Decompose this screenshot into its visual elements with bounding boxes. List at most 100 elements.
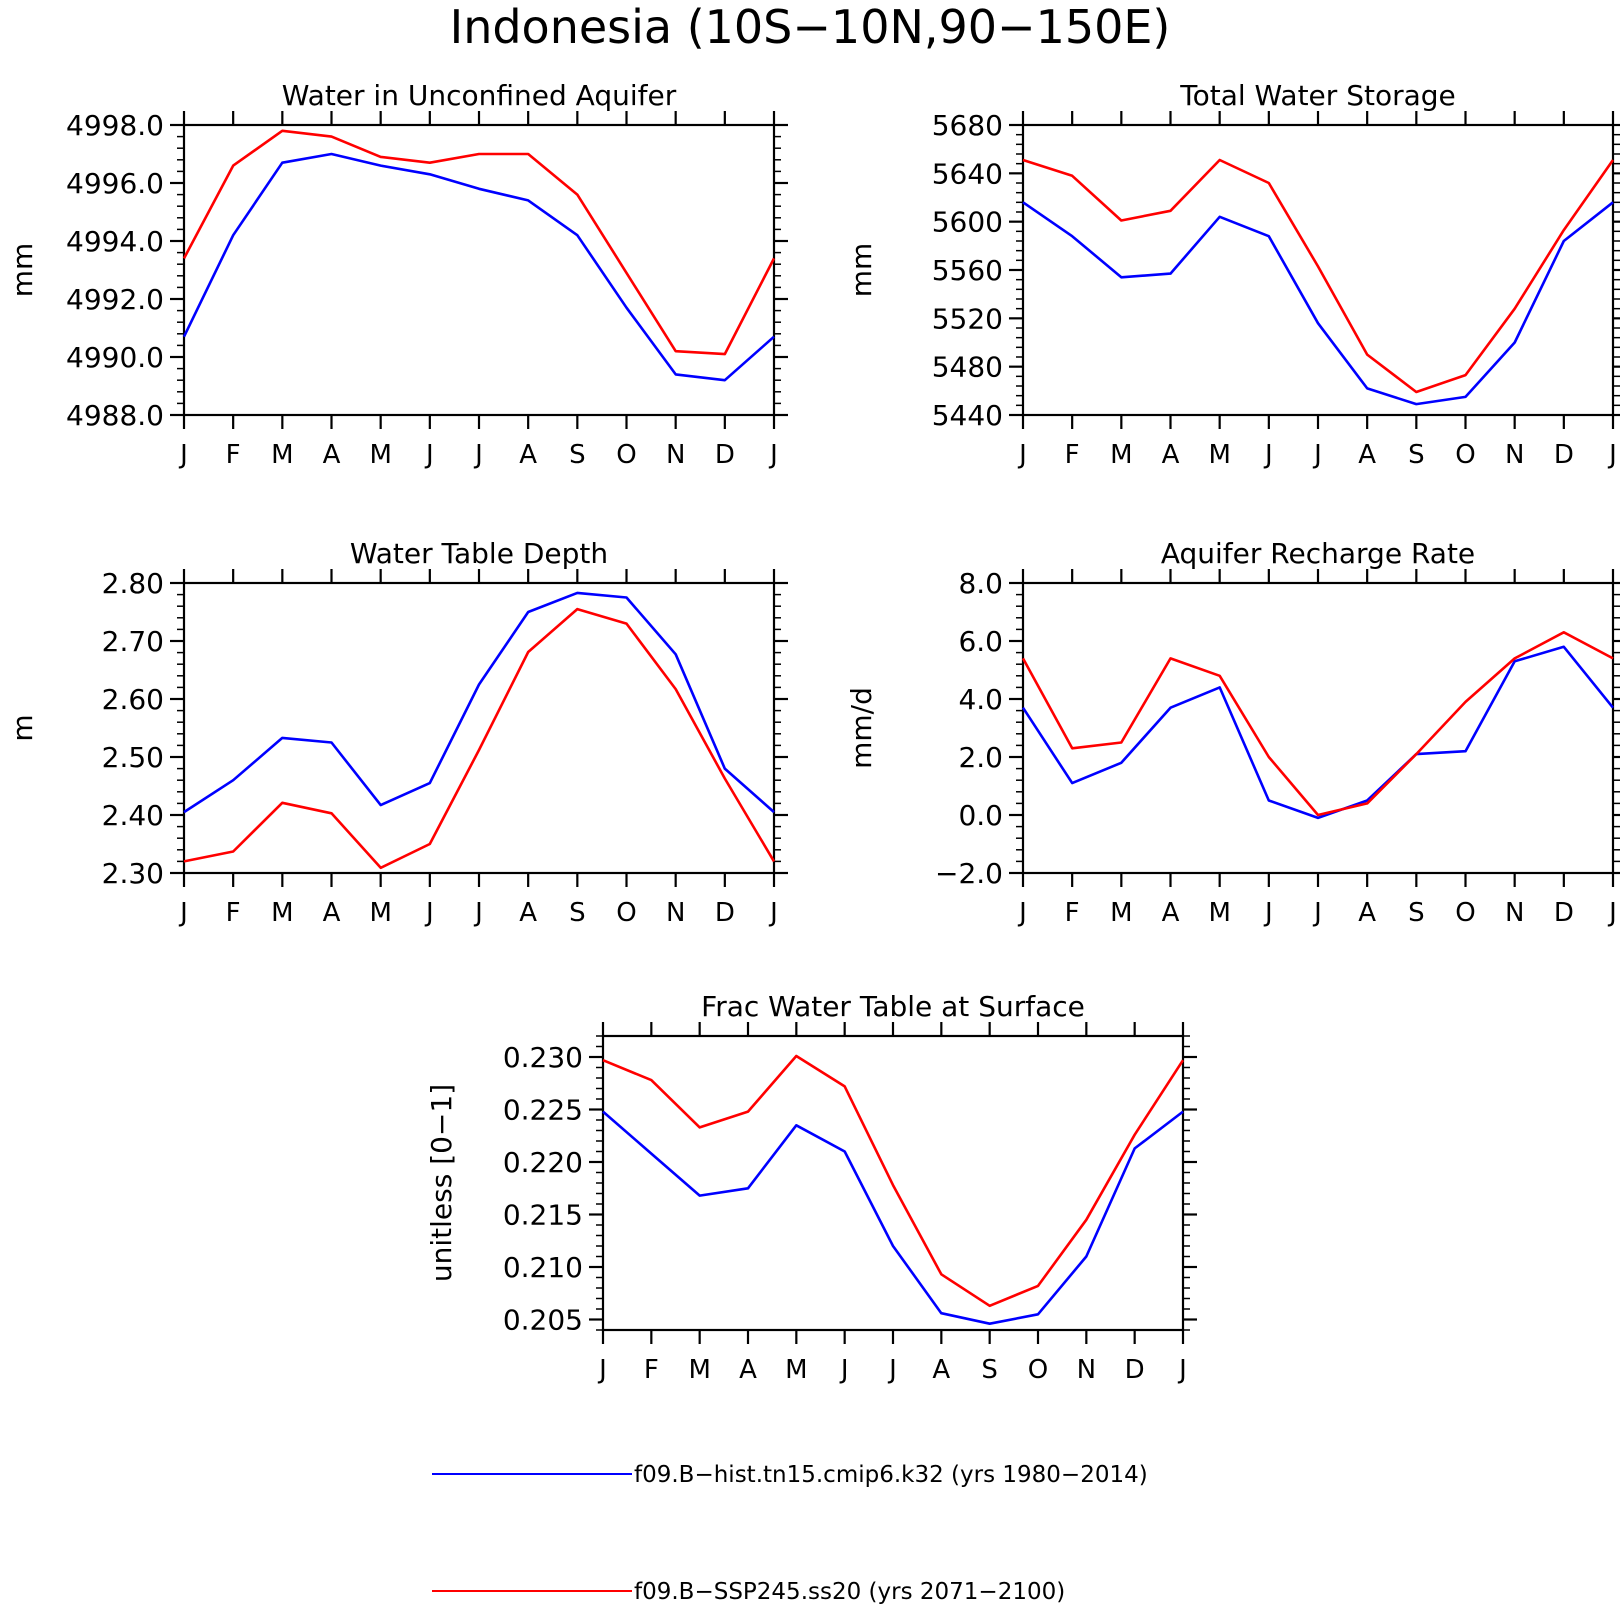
plot-frame <box>182 123 776 417</box>
y-tick-label: 0.210 <box>503 1251 583 1284</box>
y-tick-label: 6.0 <box>958 625 1003 658</box>
y-tick-label: 4996.0 <box>66 167 164 200</box>
x-tick-label: M <box>369 898 391 928</box>
x-tick-label: A <box>519 898 537 928</box>
x-tick-label: J <box>473 440 483 470</box>
y-tick-label: 5680 <box>932 109 1003 142</box>
y-tick-label: 4998.0 <box>66 109 164 142</box>
panel-unconfined-aquifer: J F M A M J J A S O N D J4988.04990.04992.04994.0499… <box>6 79 788 470</box>
x-tick-label: J <box>1607 440 1617 470</box>
x-tick-label: J <box>178 440 188 470</box>
y-tick-label: 4992.0 <box>66 283 164 316</box>
x-tick-label: O <box>616 898 636 928</box>
x-tick-label: F <box>226 440 241 470</box>
panel-title: Total Water Storage <box>1179 79 1456 112</box>
x-tick-label: S <box>1408 898 1425 928</box>
x-tick-label: J <box>424 440 434 470</box>
x-tick-label: A <box>1162 898 1180 928</box>
y-tick-label: 2.50 <box>102 741 164 774</box>
panels: J F M A M J J A S O N D J4988.04990.04992.04994.0499… <box>6 79 1620 1385</box>
panel-title: Aquifer Recharge Rate <box>1161 537 1475 570</box>
y-tick-label: 5520 <box>932 302 1003 335</box>
x-tick-label: M <box>1110 898 1132 928</box>
series-line-hist <box>183 591 775 814</box>
legend-label-hist: f09.B−hist.tn15.cmip6.k32 (yrs 1980−2014… <box>634 1462 1148 1488</box>
y-tick-label: 2.70 <box>102 625 164 658</box>
x-tick-label: O <box>616 440 636 470</box>
x-tick-label: A <box>519 440 537 470</box>
x-tick-label: D <box>1554 898 1574 928</box>
y-tick-label: 5440 <box>932 399 1003 432</box>
x-tick-label: F <box>644 1355 659 1385</box>
series-line-ssp <box>182 129 776 356</box>
legend-label-ssp: f09.B−SSP245.ss20 (yrs 2071−2100) <box>634 1579 1065 1605</box>
panel-title: Water in Unconfined Aquifer <box>282 79 677 112</box>
x-tick-label: O <box>1455 898 1475 928</box>
y-tick-label: 0.215 <box>503 1199 583 1232</box>
figure-title: Indonesia (10S−10N,90−150E) <box>450 0 1171 54</box>
x-tick-label: J <box>1017 440 1027 470</box>
x-tick-label: M <box>271 898 293 928</box>
x-tick-label: A <box>323 440 341 470</box>
x-tick-label: M <box>369 440 391 470</box>
y-tick-label: 2.30 <box>102 857 164 890</box>
x-tick-label: J <box>1607 898 1617 928</box>
x-tick-label: N <box>666 440 685 470</box>
x-tick-label: J <box>1177 1355 1187 1385</box>
x-tick-label: M <box>785 1355 807 1385</box>
x-tick-label: J <box>1263 440 1273 470</box>
series-line-ssp <box>1022 158 1615 394</box>
x-tick-label: N <box>666 898 685 928</box>
y-tick-label: 5640 <box>932 157 1003 190</box>
x-tick-label: M <box>688 1355 710 1385</box>
y-tick-label: 0.0 <box>958 799 1003 832</box>
y-tick-label: 2.60 <box>102 683 164 716</box>
x-tick-label: J <box>597 1355 607 1385</box>
panel-frac-water-table: J F M A M J J A S O N D J0.2050.2100.2150.2200.2250.… <box>425 990 1197 1385</box>
x-tick-label: J <box>1312 898 1322 928</box>
panel-title: Frac Water Table at Surface <box>701 990 1085 1023</box>
y-tick-label: 4988.0 <box>66 399 164 432</box>
x-tick-label: A <box>739 1355 757 1385</box>
panel-water-table-depth: J F M A M J J A S O N D J2.302.402.502.602.702.80Wat… <box>6 537 788 928</box>
y-tick-label: −2.0 <box>935 857 1003 890</box>
y-tick-label: 5600 <box>932 206 1003 239</box>
x-tick-label: M <box>1208 898 1230 928</box>
y-axis-label: mm/d <box>845 687 878 769</box>
series-line-ssp <box>602 1054 1185 1308</box>
legend: f09.B−hist.tn15.cmip6.k32 (yrs 1980−2014… <box>432 1462 1148 1605</box>
x-tick-label: A <box>932 1355 950 1385</box>
y-tick-label: 0.230 <box>503 1041 583 1074</box>
y-tick-label: 4.0 <box>958 683 1003 716</box>
panel-title: Water Table Depth <box>350 537 608 570</box>
x-tick-label: J <box>768 898 778 928</box>
panel-recharge-rate: J F M A M J J A S O N D J−2.00.02.04.06.08.0Aquifer … <box>845 537 1620 928</box>
y-axis-label: mm <box>6 243 39 298</box>
x-tick-label: S <box>569 440 586 470</box>
x-tick-label: M <box>1208 440 1230 470</box>
series-line-hist <box>1021 645 1615 820</box>
x-tick-label: J <box>768 440 778 470</box>
x-tick-label: M <box>1110 440 1132 470</box>
plot-frame <box>182 581 776 875</box>
plot-frame <box>1021 581 1615 875</box>
x-tick-label: N <box>1505 440 1524 470</box>
x-tick-label: O <box>1455 440 1475 470</box>
x-tick-label: D <box>715 898 735 928</box>
y-tick-label: 5480 <box>932 351 1003 384</box>
panel-total-water-storage: J F M A M J J A S O N D J544054805520556056005640568… <box>845 79 1620 470</box>
x-tick-label: J <box>473 898 483 928</box>
x-tick-label: J <box>839 1355 849 1385</box>
y-tick-label: 2.80 <box>102 567 164 600</box>
x-tick-label: D <box>1125 1355 1145 1385</box>
x-tick-label: S <box>981 1355 998 1385</box>
y-tick-label: 4990.0 <box>66 341 164 374</box>
y-axis-label: unitless [0−1] <box>425 1084 458 1282</box>
y-tick-label: 0.220 <box>503 1146 583 1179</box>
x-tick-label: J <box>178 898 188 928</box>
y-tick-label: 5560 <box>932 254 1003 287</box>
series-line-hist <box>602 1110 1184 1325</box>
x-tick-label: A <box>1162 440 1180 470</box>
x-tick-label: A <box>323 898 341 928</box>
